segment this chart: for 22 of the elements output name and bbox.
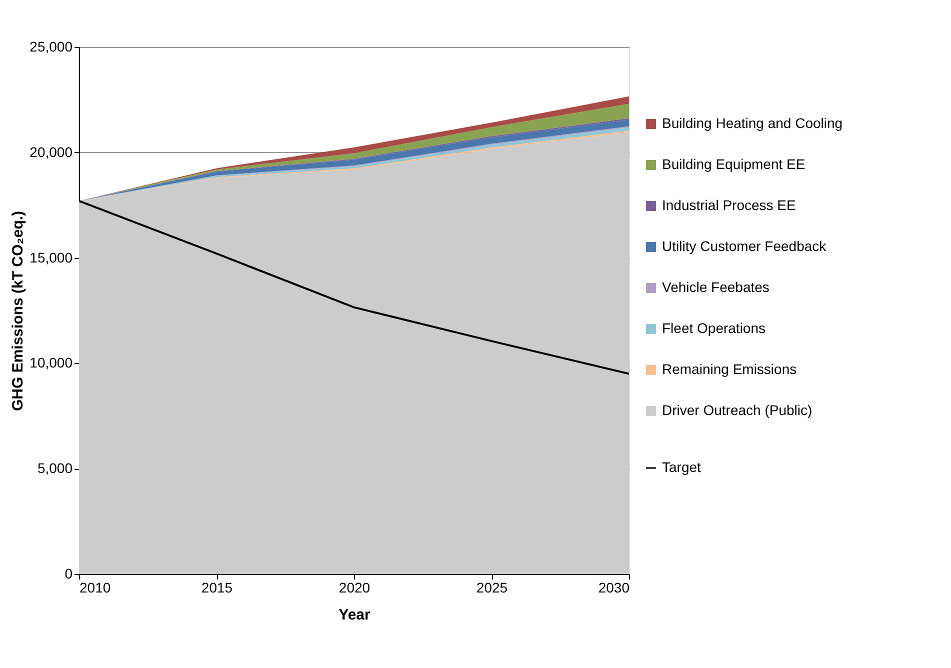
- y-tick-label: 15,000: [30, 249, 73, 266]
- legend-label: Building Equipment EE: [662, 156, 806, 172]
- x-tick-label: 2015: [201, 580, 233, 596]
- legend-label: Fleet Operations: [662, 320, 766, 336]
- y-tick-label: 10,000: [30, 354, 73, 371]
- y-tick-label: 20,000: [30, 144, 73, 160]
- legend-label: Vehicle Feebates: [662, 279, 770, 295]
- y-tick-label: 0: [64, 566, 73, 582]
- legend-label: Utility Customer Feedback: [662, 238, 828, 254]
- y-tick-label: 5,000: [37, 460, 73, 476]
- x-tick-label: 2020: [338, 580, 370, 596]
- legend-label: Driver Outreach (Public): [662, 402, 812, 418]
- legend-label: Remaining Emissions: [662, 361, 797, 377]
- x-axis-title: Year: [338, 606, 371, 624]
- x-tick-label: 2010: [80, 580, 111, 596]
- legend-label: Building Heating and Cooling: [662, 115, 843, 131]
- x-tick-label: 2025: [476, 580, 508, 596]
- x-tick-label: 2030: [598, 580, 630, 596]
- legend-label: Industrial Process EE: [662, 197, 796, 213]
- y-axis-title: GHG Emissions (kT CO₂eq.): [10, 210, 27, 412]
- y-tick-label: 25,000: [30, 38, 73, 54]
- legend-label: Target: [662, 459, 702, 475]
